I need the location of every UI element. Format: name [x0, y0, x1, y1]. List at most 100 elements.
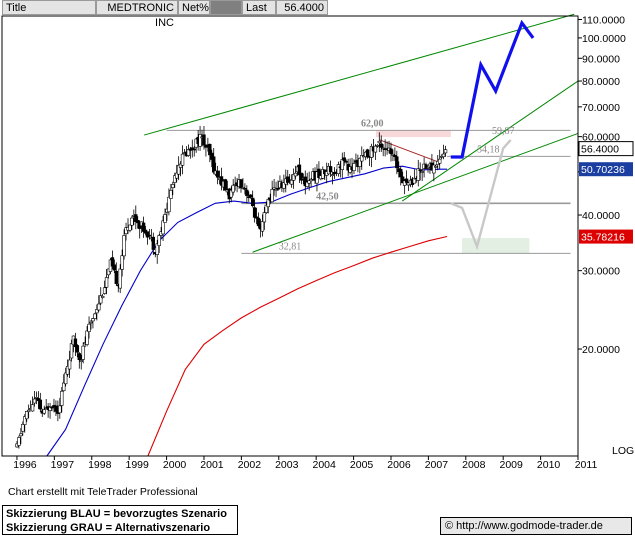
x-tick-label-2000: 2000 [163, 459, 187, 471]
trendline-support_channel [252, 132, 579, 253]
title-field: Title [2, 0, 96, 15]
candle-body [124, 227, 128, 235]
candle-body [36, 398, 41, 402]
candle-body [60, 390, 64, 406]
candle-body [276, 188, 280, 190]
candle-body [38, 399, 43, 410]
candle-body [93, 313, 97, 319]
net-label: Net% [182, 2, 209, 14]
candle-body [69, 343, 74, 359]
ma-short-line [46, 165, 448, 457]
candle-body [208, 143, 212, 156]
candle-body [81, 345, 85, 360]
candle-body [256, 217, 261, 227]
candle-body [299, 172, 304, 181]
axes-layer: 1996 1997 1998 1999 2000 2001 2002 2003 2004 2005… [1, 14, 634, 471]
trendline-upper_channel [143, 13, 575, 136]
x-tick-label-2004: 2004 [313, 459, 337, 471]
price-box-label-ma_short: 50.70236 [581, 164, 625, 176]
candle-body [25, 411, 29, 420]
candle-body [239, 179, 243, 189]
last-label: Last [246, 2, 267, 14]
candle-body [307, 180, 311, 184]
candle-body [120, 255, 124, 270]
candle-body [91, 318, 95, 322]
candle-body [402, 180, 407, 186]
candle-body [373, 145, 378, 153]
x-tick-label-2001: 2001 [200, 459, 224, 471]
candle-body [186, 149, 191, 156]
y-tick-label-30.0000: 30.0000 [582, 266, 620, 278]
candle-body [73, 338, 78, 348]
candle-body [309, 179, 313, 182]
candle-body [30, 404, 35, 412]
level-label-32,81: 32,81 [279, 241, 302, 252]
candle-body [317, 168, 321, 178]
candle-body [231, 184, 235, 193]
x-tick-label-1997: 1997 [51, 459, 75, 471]
title-label: Title [6, 2, 27, 14]
symbol-field: MEDTRONIC INC [96, 0, 178, 29]
y-tick-label-70.0000: 70.0000 [582, 102, 620, 114]
candle-body [97, 303, 101, 311]
candle-body [106, 268, 111, 276]
candle-body [85, 330, 89, 345]
last-value: 56.4000 [284, 2, 324, 14]
candle-body [291, 174, 296, 181]
candle-body [358, 158, 362, 167]
candle-body [175, 172, 179, 179]
price-box-label-ma_long: 35.78216 [581, 232, 625, 244]
price-box-label-last: 56.4000 [581, 144, 619, 156]
candle-body [79, 360, 83, 362]
legend-box: Skizzierung BLAU = bevorzugtes Szenario … [2, 505, 238, 535]
ma-long-line [147, 235, 448, 457]
candle-body [437, 158, 442, 164]
candle-body [399, 169, 403, 178]
candle-body [223, 179, 228, 191]
legend-blue: Skizzierung BLAU = bevorzugtes Szenario [6, 508, 227, 520]
candle-body [157, 235, 161, 246]
candle-body [19, 433, 23, 437]
price-box-last [578, 141, 634, 157]
candle-body [171, 184, 175, 188]
candle-body [23, 416, 27, 425]
candle-body [441, 153, 446, 158]
candle-body [48, 406, 52, 411]
trendline-falling_resistance [379, 139, 440, 163]
candle-body [330, 174, 335, 177]
x-tick-label-2006: 2006 [387, 459, 411, 471]
candle-body [89, 321, 93, 324]
level-labels-layer: 62,00 59,87 54,18 42,50 32,81 [279, 118, 515, 252]
x-tick-label-2010: 2010 [537, 459, 561, 471]
candle-body [250, 197, 255, 207]
resistance_zone [376, 130, 451, 138]
candle-body [360, 155, 364, 162]
candle-body [297, 164, 302, 176]
x-tick-label-2007: 2007 [425, 459, 449, 471]
x-tick-label-2011: 2011 [575, 459, 598, 471]
candle-body [418, 169, 422, 172]
candle-body [145, 231, 150, 238]
candle-body [377, 140, 381, 144]
candle-body [99, 295, 103, 304]
candle-body [102, 287, 107, 294]
candle-body [266, 199, 270, 208]
trendlines-layer [143, 13, 579, 253]
candle-body [34, 396, 39, 399]
candle-body [114, 270, 119, 284]
candle-body [134, 214, 138, 222]
candle-body [369, 146, 374, 158]
candle-body [151, 236, 156, 250]
candle-body [305, 181, 309, 187]
x-tick-label-2005: 2005 [350, 459, 374, 471]
candle-body [282, 182, 286, 189]
candle-body [432, 164, 436, 174]
scenario-gray-path [450, 139, 512, 251]
candle-body [176, 165, 181, 175]
candle-body [42, 409, 46, 414]
source-link[interactable]: © http://www.godmode-trader.de [440, 517, 632, 535]
candle-body [336, 164, 341, 174]
candle-body [65, 366, 70, 375]
y-tick-label-60.0000: 60.0000 [582, 132, 620, 144]
